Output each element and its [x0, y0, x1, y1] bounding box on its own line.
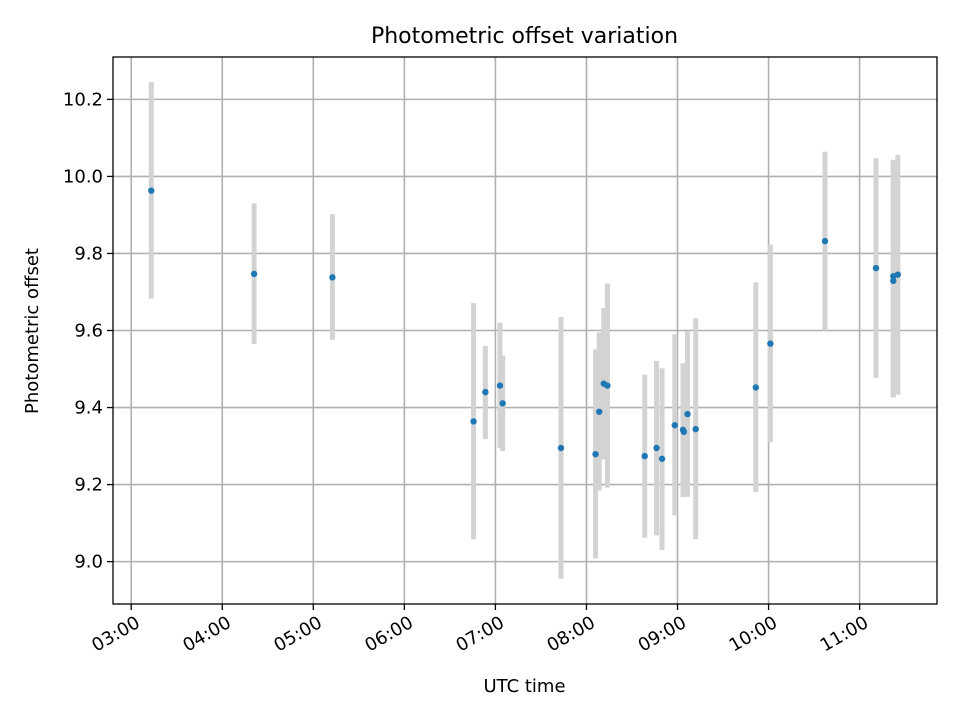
y-tick-label: 10.2: [63, 89, 103, 110]
data-point: [692, 425, 699, 433]
data-point: [482, 388, 489, 396]
data-point: [684, 410, 691, 418]
data-point: [641, 452, 648, 460]
chart-title: Photometric offset variation: [371, 24, 678, 49]
x-axis-label: UTC time: [483, 676, 565, 697]
data-point: [872, 264, 880, 272]
data-point: [592, 450, 599, 458]
data-point: [499, 400, 506, 407]
data-point: [557, 444, 565, 452]
y-tick-label: 9.4: [74, 398, 103, 419]
data-point: [250, 270, 258, 278]
data-point: [596, 408, 603, 415]
data-point: [821, 237, 829, 245]
data-point: [894, 271, 902, 278]
data-point: [680, 428, 688, 436]
y-tick-label: 10.0: [63, 166, 103, 187]
data-point: [767, 340, 774, 347]
data-point: [653, 444, 660, 452]
grid-lines: [113, 57, 937, 604]
y-tick-label: 9.6: [74, 321, 103, 342]
data-point: [890, 277, 897, 285]
y-axis-label: Photometric offset: [22, 248, 43, 414]
data-points: [148, 187, 902, 462]
data-point: [148, 187, 155, 194]
data-point: [329, 274, 336, 281]
data-point: [671, 422, 678, 429]
y-tick-label: 9.8: [74, 243, 103, 264]
data-point: [752, 384, 760, 391]
y-tick-label: 9.2: [74, 475, 103, 496]
y-tick-label: 9.0: [74, 552, 103, 573]
data-point: [604, 382, 611, 389]
data-point: [658, 455, 666, 462]
data-point: [496, 382, 504, 389]
data-point: [470, 418, 477, 425]
